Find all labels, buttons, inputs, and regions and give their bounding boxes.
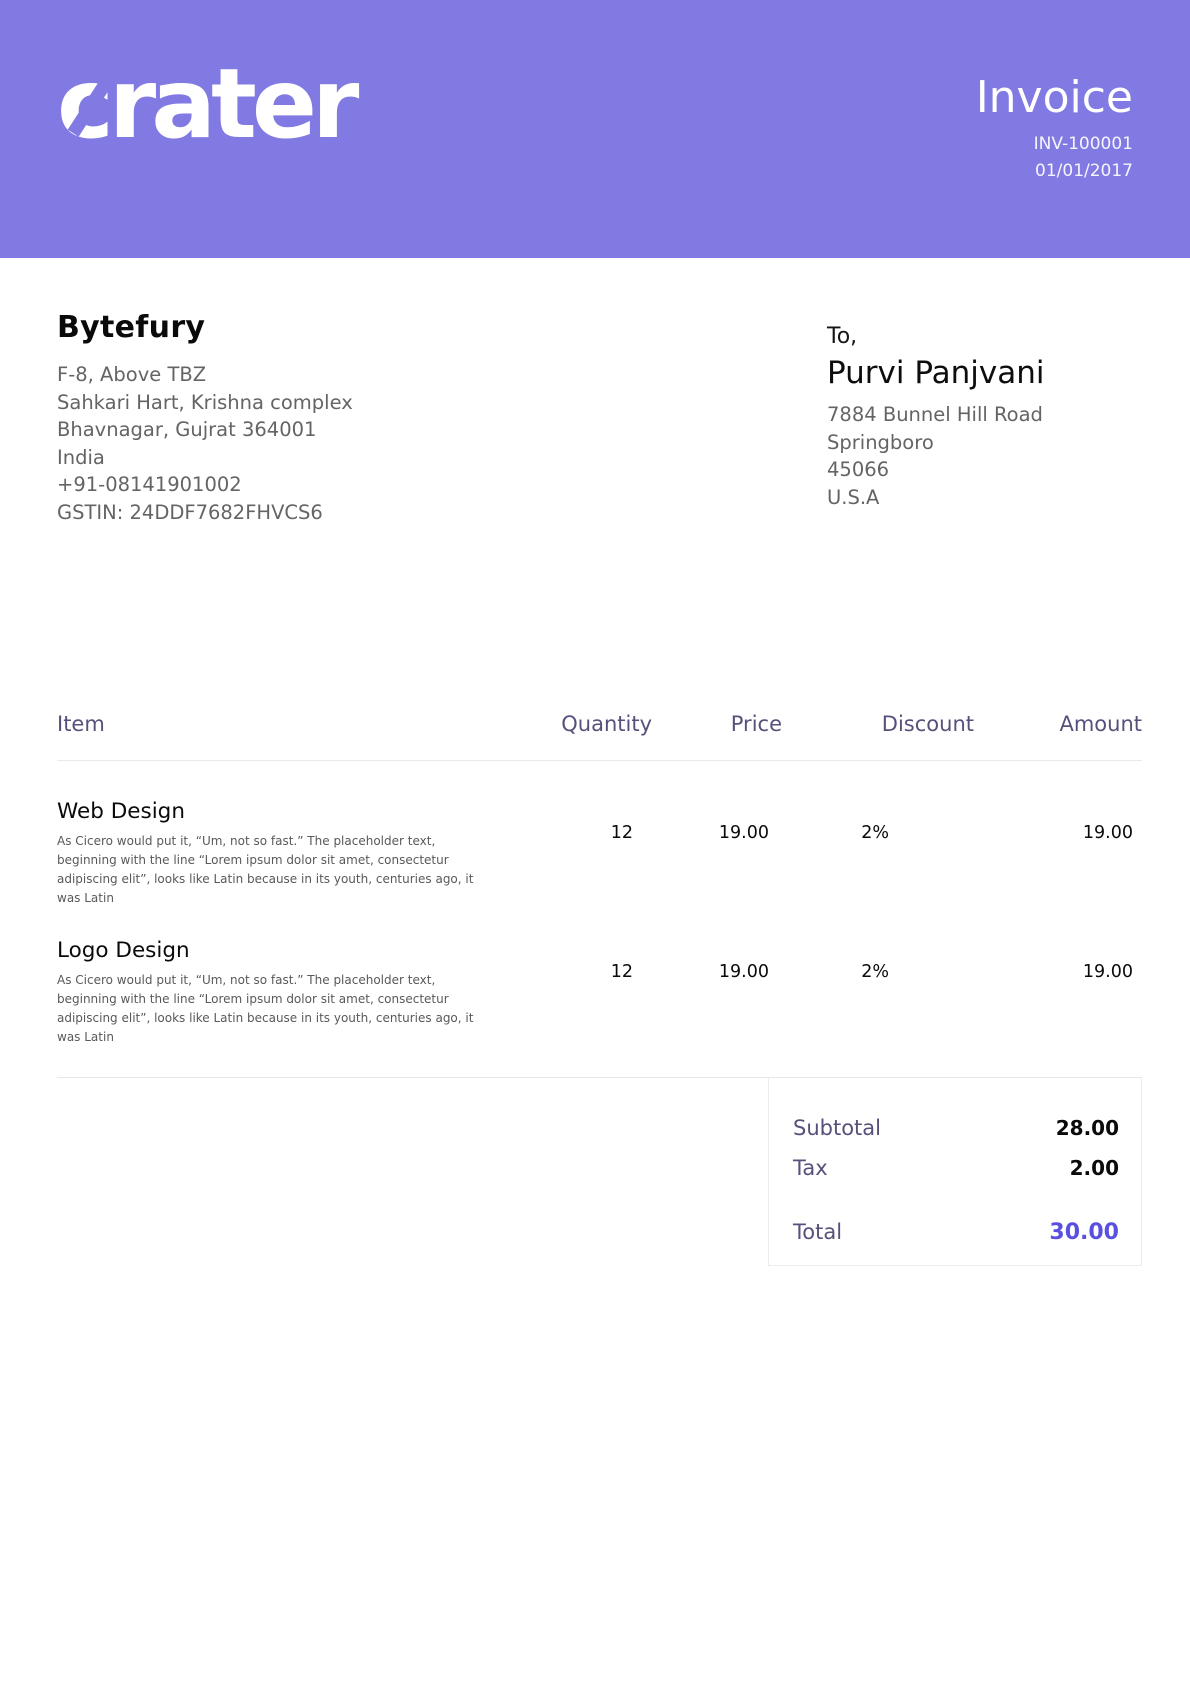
tax-row: Tax 2.00 — [793, 1156, 1119, 1180]
invoice-meta: Invoice INV-100001 01/01/2017 — [976, 0, 1133, 258]
table-body: Web Design As Cicero would put it, “Um, … — [57, 761, 1133, 1047]
item-amount: 19.00 — [1082, 823, 1133, 843]
crater-logo: crater — [57, 0, 359, 258]
buyer-address-line: Springboro — [827, 430, 934, 454]
item-amount: 19.00 — [1082, 962, 1133, 982]
subtotal-value: 28.00 — [1055, 1116, 1119, 1140]
table-row: Web Design As Cicero would put it, “Um, … — [57, 799, 1133, 908]
buyer-address: 7884 Bunnel Hill Road Springboro 45066 U… — [827, 401, 1133, 511]
item-cell: Logo Design As Cicero would put it, “Um,… — [57, 938, 493, 1047]
total-row: Total 30.00 — [793, 1220, 1119, 1245]
column-header-quantity: Quantity — [561, 712, 652, 736]
item-description: As Cicero would put it, “Um, not so fast… — [57, 973, 474, 1044]
seller-gstin: GSTIN: 24DDF7682FHVCS6 — [57, 500, 323, 524]
seller-address-line: India — [57, 445, 105, 469]
tax-value: 2.00 — [1069, 1156, 1119, 1180]
column-header-amount: Amount — [1059, 712, 1142, 736]
item-description: As Cicero would put it, “Um, not so fast… — [57, 834, 474, 905]
column-header-price: Price — [730, 712, 782, 736]
subtotal-row: Subtotal 28.00 — [793, 1116, 1119, 1140]
invoice-date: 01/01/2017 — [1035, 161, 1133, 181]
item-price: 19.00 — [718, 823, 769, 843]
seller-address: F-8, Above TBZ Sahkari Hart, Krishna com… — [57, 361, 353, 526]
seller-address-line: F-8, Above TBZ — [57, 363, 207, 386]
buyer-name: Purvi Panjvani — [827, 355, 1045, 391]
invoice-title: Invoice — [975, 72, 1133, 123]
seller-info: Bytefury F-8, Above TBZ Sahkari Hart, Kr… — [57, 310, 353, 526]
buyer-address-line: U.S.A — [827, 485, 880, 509]
table-header-row: Item Quantity Price Discount Amount — [57, 712, 1142, 761]
to-label: To, — [827, 324, 858, 349]
item-price: 19.00 — [718, 962, 769, 982]
item-name: Web Design — [57, 799, 185, 824]
seller-address-line: Sahkari Hart, Krishna complex — [57, 390, 353, 414]
buyer-address-line: 45066 — [827, 458, 890, 481]
item-cell: Web Design As Cicero would put it, “Um, … — [57, 799, 493, 908]
column-header-item: Item — [57, 712, 105, 736]
table-bottom-divider — [57, 1077, 1142, 1078]
item-quantity: 12 — [610, 962, 633, 982]
item-discount: 2% — [861, 962, 889, 982]
total-label: Total — [793, 1220, 843, 1244]
item-quantity: 12 — [610, 823, 633, 843]
table-row: Logo Design As Cicero would put it, “Um,… — [57, 938, 1133, 1047]
crater-logo-text: crater — [57, 48, 359, 160]
header-band: crater Invoice INV-100001 01/01/2017 — [0, 0, 1190, 258]
tax-label: Tax — [793, 1156, 828, 1180]
parties-section: Bytefury F-8, Above TBZ Sahkari Hart, Kr… — [0, 310, 1190, 526]
seller-address-line: Bhavnagar, Gujrat 364001 — [57, 418, 317, 441]
buyer-info: To, Purvi Panjvani 7884 Bunnel Hill Road… — [827, 310, 1133, 526]
column-header-discount: Discount — [881, 712, 974, 736]
seller-phone: +91-08141901002 — [57, 473, 242, 496]
seller-name: Bytefury — [57, 310, 206, 345]
subtotal-label: Subtotal — [793, 1116, 881, 1140]
item-name: Logo Design — [57, 938, 190, 963]
invoice-number: INV-100001 — [1033, 134, 1133, 154]
total-value: 30.00 — [1049, 1220, 1119, 1245]
line-items-table: Item Quantity Price Discount Amount Web … — [0, 712, 1190, 1266]
item-discount: 2% — [861, 823, 889, 843]
totals-summary-box: Subtotal 28.00 Tax 2.00 Total 30.00 — [768, 1078, 1142, 1266]
buyer-address-line: 7884 Bunnel Hill Road — [827, 403, 1043, 426]
